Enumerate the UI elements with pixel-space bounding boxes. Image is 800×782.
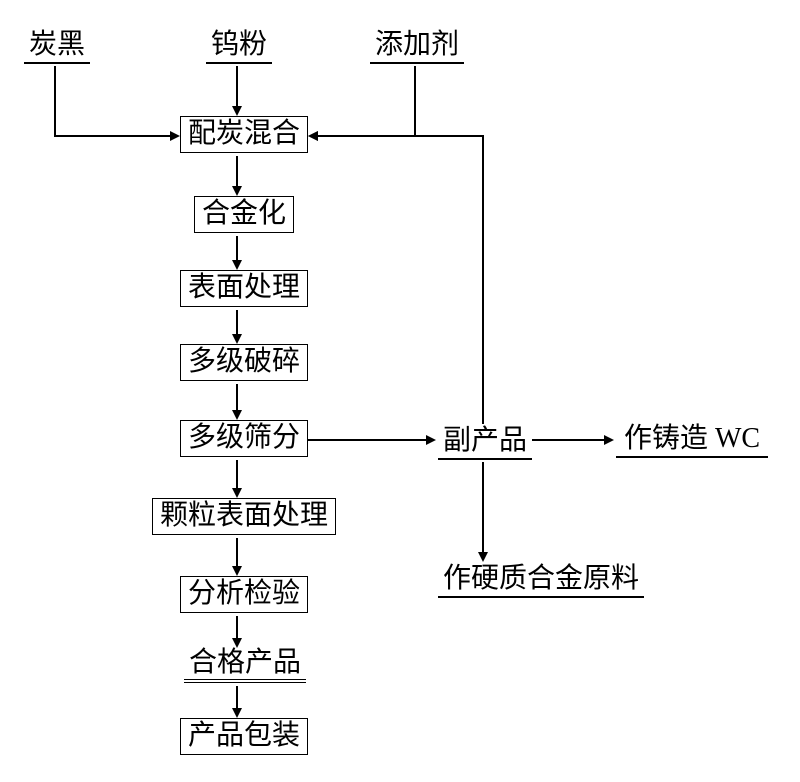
step-multistage-sieving: 多级筛分: [180, 420, 308, 457]
step-qualified-product: 合格产品: [184, 648, 306, 683]
step-alloying: 合金化: [194, 196, 294, 233]
use-hard-alloy-raw: 作硬质合金原料: [438, 564, 644, 598]
input-tungsten-powder: 钨粉: [206, 30, 272, 64]
step-analysis-inspection: 分析检验: [180, 576, 308, 613]
step-carbon-mixing: 配炭混合: [180, 116, 308, 153]
byproduct: 副产品: [438, 426, 532, 460]
use-cast-wc: 作铸造 WC: [616, 424, 768, 458]
flow-arrows: [0, 0, 800, 782]
input-carbon-black: 炭黑: [24, 30, 90, 64]
input-additive: 添加剂: [370, 30, 464, 64]
step-multistage-crushing: 多级破碎: [180, 344, 308, 381]
step-product-packaging: 产品包装: [180, 718, 308, 755]
step-particle-surface-treatment: 颗粒表面处理: [152, 498, 336, 535]
step-surface-treatment: 表面处理: [180, 270, 308, 307]
